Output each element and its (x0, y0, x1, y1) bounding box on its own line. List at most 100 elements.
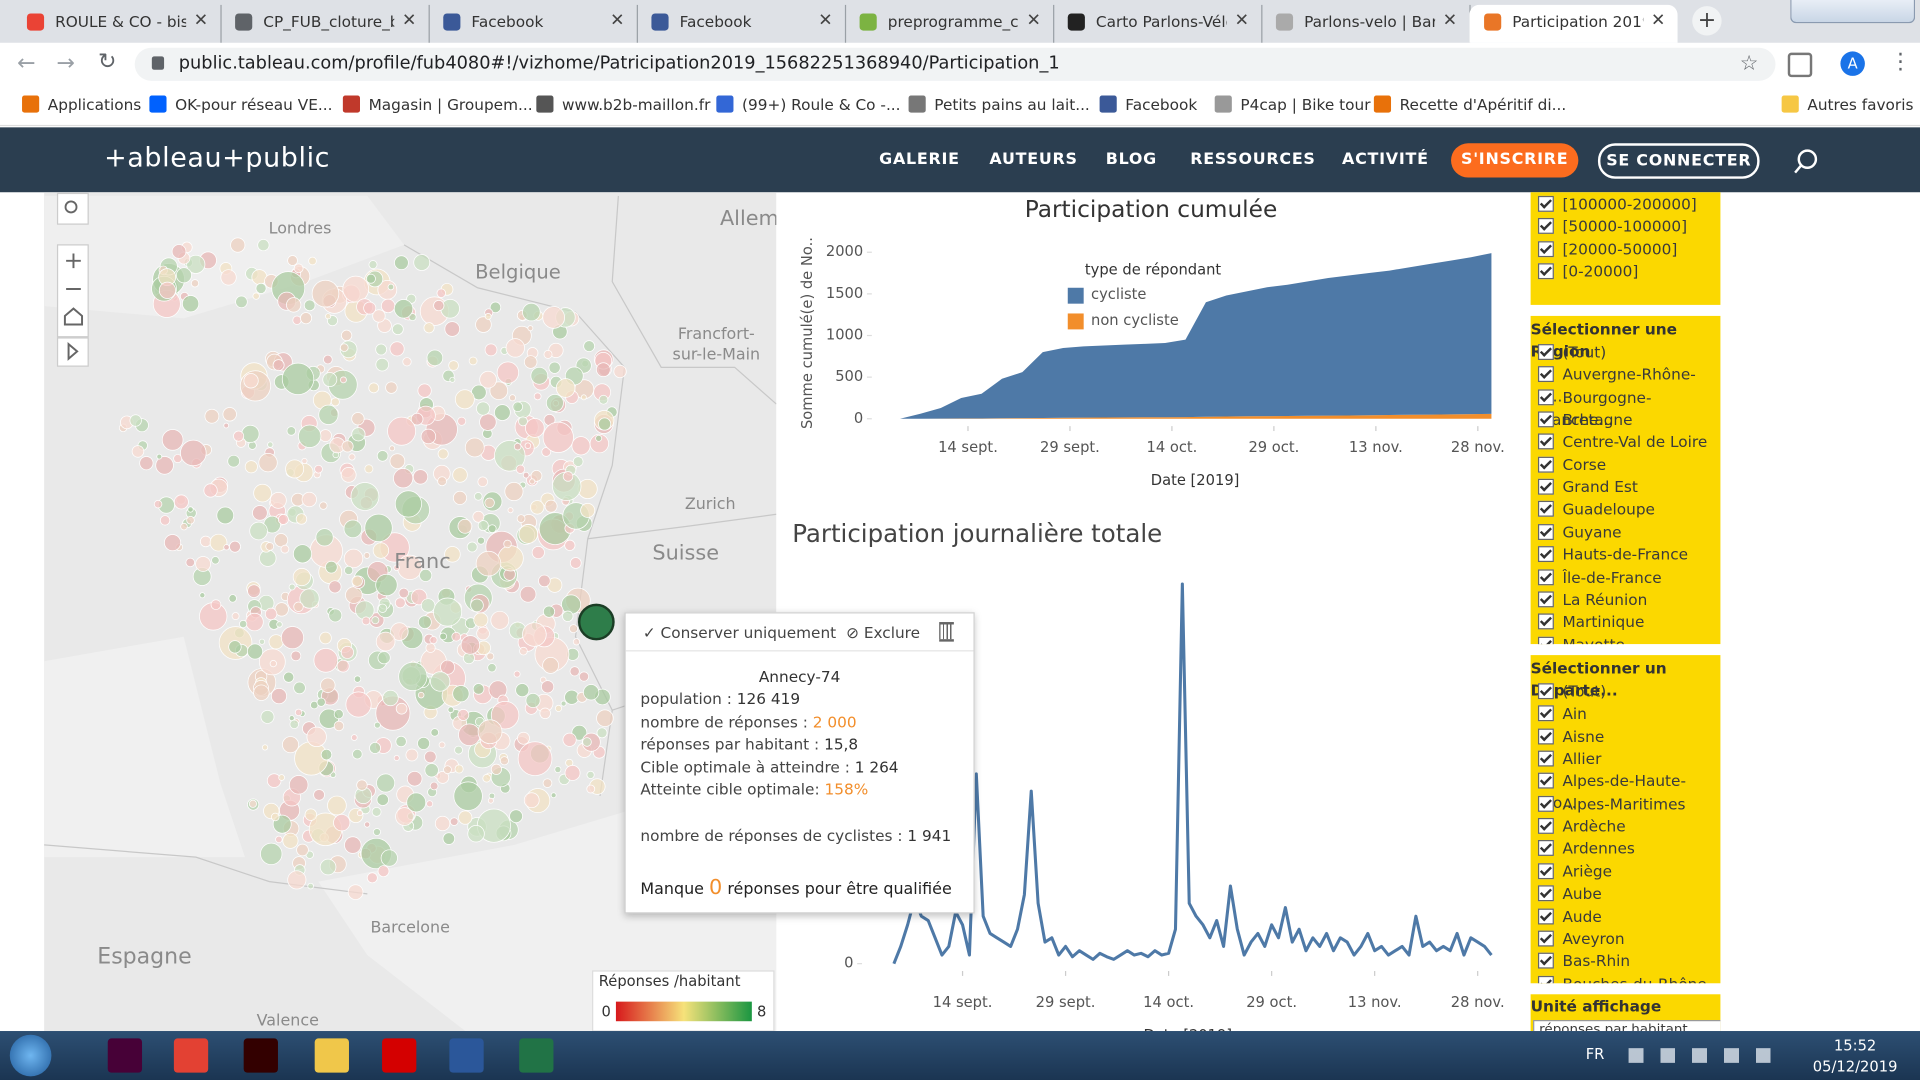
tab-close[interactable]: ✕ (1442, 11, 1458, 31)
signup-button[interactable]: S'INSCRIRE (1451, 143, 1579, 178)
taskbar-app[interactable] (107, 1038, 143, 1073)
new-tab-button[interactable]: + (1692, 6, 1722, 36)
tab-close[interactable]: ✕ (1026, 11, 1041, 31)
login-button[interactable]: SE CONNECTER (1597, 143, 1760, 179)
bookmark[interactable]: Petits pains au lait... (908, 95, 1090, 114)
filter-item[interactable]: Ariège (1537, 861, 1612, 883)
map-bubble (472, 683, 485, 695)
filter-item[interactable]: Alpes-Maritimes (1537, 793, 1685, 815)
tab-close[interactable]: ✕ (401, 11, 417, 31)
map-bubble (292, 544, 313, 564)
filter-item[interactable]: Centre-Val de Loire (1537, 431, 1707, 453)
bookmark[interactable]: OK-pour réseau VE... (149, 95, 333, 114)
tab[interactable]: Carto Parlons-Vélo ✕ (1053, 4, 1263, 43)
filter-item[interactable]: La Réunion (1537, 589, 1647, 611)
taskbar-app[interactable] (173, 1038, 209, 1073)
search-icon[interactable] (1793, 147, 1822, 176)
back-button[interactable]: ← (17, 50, 36, 76)
filter-item[interactable]: Ardèche (1537, 816, 1626, 838)
filter-item[interactable]: Corse (1537, 454, 1606, 476)
tab[interactable]: Facebook ✕ (637, 4, 847, 43)
dropdown[interactable]: réponses par habitant (1533, 1020, 1721, 1032)
start-button[interactable] (9, 1034, 52, 1077)
exclude[interactable]: ⊘ Exclure (846, 623, 921, 642)
profile-avatar[interactable]: A (1840, 51, 1865, 76)
filter-item[interactable]: Ain (1537, 703, 1587, 725)
bookmark[interactable]: (99+) Roule & Co -... (716, 95, 901, 114)
taskbar-app[interactable] (243, 1038, 278, 1073)
bookmark[interactable]: Facebook (1099, 95, 1197, 114)
nav-link[interactable]: GALERIE (879, 150, 960, 169)
tab[interactable]: preprogramme_cor ✕ (845, 4, 1055, 43)
tab[interactable]: Parlons-velo | Baro ✕ (1261, 4, 1471, 43)
taskbar-app[interactable] (519, 1038, 554, 1073)
filter-item[interactable]: (Tout) (1537, 342, 1606, 364)
filter-item[interactable]: [100000-200000] (1537, 193, 1697, 215)
nav-link[interactable]: RESSOURCES (1190, 150, 1316, 169)
map-control[interactable] (56, 337, 89, 367)
bookmark[interactable]: www.b2b-maillon.fr (536, 95, 710, 114)
nav-link[interactable]: ACTIVITÉ (1342, 150, 1429, 169)
tab-close[interactable]: ✕ (818, 11, 833, 31)
filter-item[interactable]: Hauts-de-France (1537, 544, 1688, 566)
filter-item[interactable]: Bas-Rhin (1537, 950, 1630, 972)
view-data-icon[interactable] (939, 622, 954, 642)
other-bookmarks[interactable]: Autres favoris (1781, 95, 1913, 114)
tab-close[interactable]: ✕ (610, 11, 625, 31)
filter-item[interactable]: Île-de-France (1537, 566, 1662, 588)
map-bubble (340, 467, 357, 483)
filter-item[interactable]: Aube (1537, 883, 1602, 905)
bookmark[interactable]: Magasin | Groupem... (342, 95, 533, 114)
filter-item[interactable]: Guadeloupe (1537, 499, 1655, 521)
filter-item[interactable]: Aisne (1537, 726, 1604, 748)
filter-item[interactable]: (Tout) (1537, 681, 1606, 703)
filter-item[interactable]: Bouches-du-Rhône (1537, 973, 1707, 984)
map-bubble (264, 607, 278, 621)
tab[interactable]: Facebook ✕ (429, 4, 638, 43)
filter-item[interactable]: Guyane (1537, 521, 1622, 543)
tab[interactable]: CP_FUB_cloture_ba ✕ (220, 4, 430, 43)
tab[interactable]: ROULE & CO - biss ✕ (12, 4, 222, 43)
filter-item[interactable]: Auvergne-Rhône-Al... (1537, 364, 1720, 406)
taskbar-app[interactable] (449, 1038, 484, 1073)
star-icon[interactable]: ☆ (1739, 51, 1759, 76)
map-bubble (220, 269, 237, 286)
filter-label: Ain (1562, 704, 1587, 723)
filter-item[interactable]: Mayotte (1537, 634, 1625, 645)
tab-close[interactable]: ✕ (1234, 11, 1249, 31)
extension-icon[interactable] (1787, 52, 1813, 78)
tab-icon (26, 13, 45, 31)
tab-close[interactable]: ✕ (193, 11, 209, 31)
row-value: 2 000 (812, 712, 857, 731)
map-control[interactable] (56, 192, 89, 225)
filter-item[interactable]: Bourgogne-Franche... (1537, 387, 1720, 428)
taskbar-app[interactable] (382, 1038, 417, 1073)
logo[interactable]: +ableau+public (104, 143, 331, 174)
filter-item[interactable]: Martinique (1537, 611, 1644, 633)
filter-item[interactable]: Grand Est (1537, 476, 1638, 498)
url-field[interactable]: public.tableau.com/profile/fub4080#!/viz… (134, 47, 1776, 81)
map-bubble (477, 536, 485, 545)
filter-item[interactable]: Allier (1537, 748, 1601, 770)
bookmark[interactable]: Recette d'Apéritif di... (1373, 95, 1566, 114)
bookmark[interactable]: Applications (22, 95, 141, 114)
tab-close[interactable]: ✕ (1650, 11, 1666, 31)
filter-item[interactable]: Aude (1537, 906, 1602, 928)
menu-button[interactable]: ⋮ (1889, 48, 1912, 75)
filter-item[interactable]: [20000-50000] (1537, 238, 1677, 260)
nav-link[interactable]: AUTEURS (989, 150, 1078, 169)
filter-item[interactable]: [0-20000] (1537, 261, 1638, 283)
keep-only[interactable]: ✓ Conserver uniquement (642, 623, 837, 642)
filter-item[interactable]: Aveyron (1537, 928, 1625, 950)
forward-button[interactable]: → (56, 50, 75, 76)
taskbar-app[interactable] (314, 1038, 349, 1073)
filter-item[interactable]: Ardennes (1537, 838, 1635, 860)
bookmark[interactable]: P4cap | Bike tour (1214, 95, 1370, 114)
map-bubble (129, 414, 142, 427)
filter-item[interactable]: Alpes-de-Haute-Pro... (1537, 771, 1720, 812)
nav-link[interactable]: BLOG (1105, 150, 1157, 169)
reload-button[interactable]: ↻ (97, 48, 117, 75)
filter-item[interactable]: Bretagne (1537, 409, 1633, 431)
tab[interactable]: Participation 2019 ✕ (1469, 4, 1678, 43)
filter-item[interactable]: [50000-100000] (1537, 216, 1687, 238)
